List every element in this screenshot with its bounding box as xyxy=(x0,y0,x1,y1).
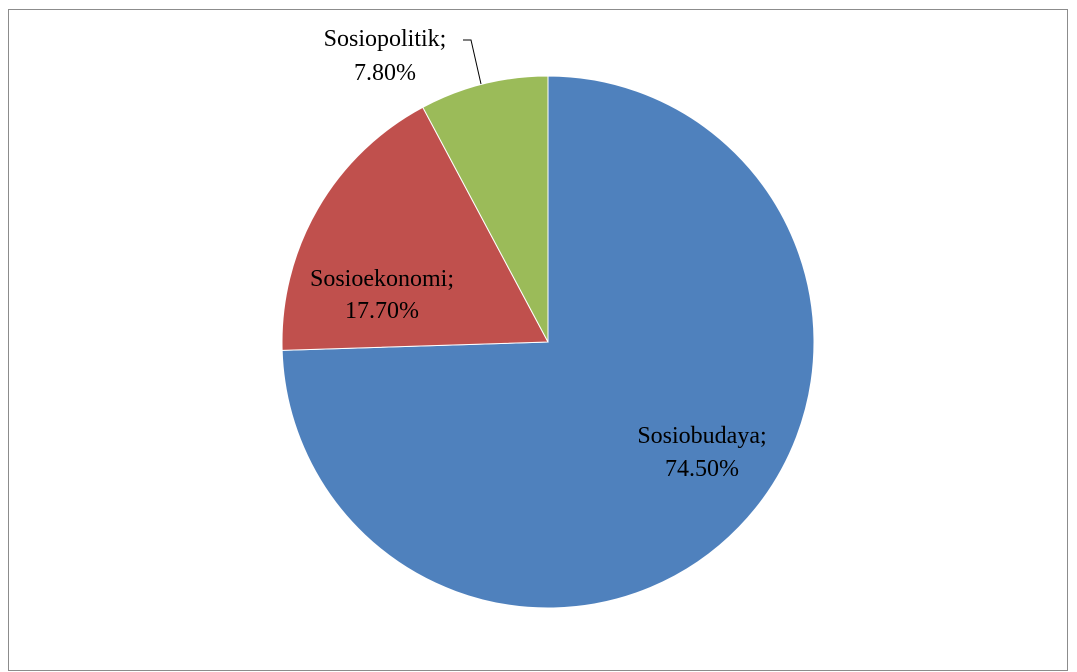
label-sosiobudaya-value: 74.50% xyxy=(665,456,739,482)
pie-slice-sosioekonomi xyxy=(281,106,549,351)
label-sosioekonomi-name: Sosioekonomi; xyxy=(310,266,454,292)
leader-line-sosiopolitik xyxy=(463,39,482,85)
label-sosiopolitik-value: 7.80% xyxy=(354,60,416,86)
label-sosiopolitik-name: Sosiopolitik; xyxy=(324,26,447,52)
label-sosioekonomi-value: 17.70% xyxy=(345,298,419,324)
pie-slices xyxy=(281,75,815,609)
label-sosiobudaya-name: Sosiobudaya; xyxy=(637,423,766,449)
pie-slice-sosiopolitik xyxy=(422,75,549,343)
